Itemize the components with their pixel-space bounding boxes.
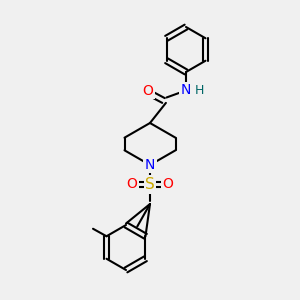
Text: S: S [145,177,155,192]
Text: O: O [127,178,137,191]
Text: O: O [142,84,153,98]
Text: H: H [195,83,204,97]
Text: N: N [181,83,191,97]
Text: N: N [145,158,155,172]
Text: O: O [163,178,173,191]
